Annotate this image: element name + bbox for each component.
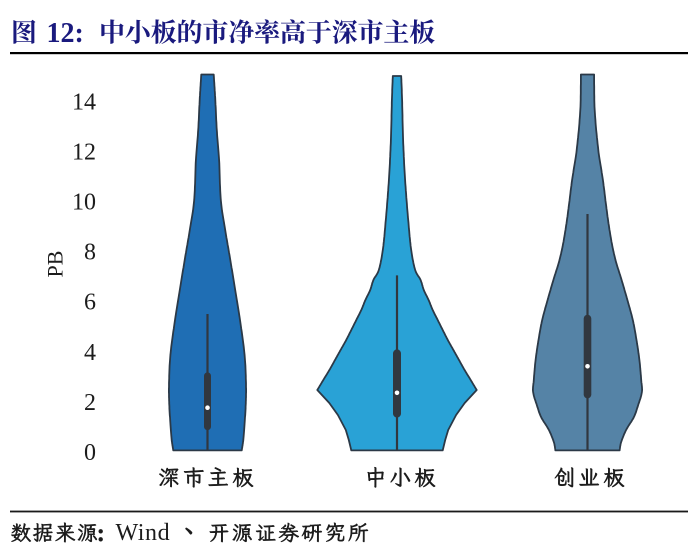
svg-text:12:: 12: <box>47 18 84 49</box>
svg-text:4: 4 <box>84 340 96 366</box>
svg-text:PB: PB <box>42 251 67 278</box>
svg-text:0: 0 <box>84 440 96 466</box>
svg-text:2: 2 <box>84 390 96 416</box>
svg-text:10: 10 <box>72 190 96 216</box>
svg-text:12: 12 <box>72 139 96 165</box>
svg-text:Wind: Wind <box>116 520 171 546</box>
svg-text:14: 14 <box>72 89 96 115</box>
svg-text:6: 6 <box>84 290 96 316</box>
svg-text:8: 8 <box>84 240 96 266</box>
